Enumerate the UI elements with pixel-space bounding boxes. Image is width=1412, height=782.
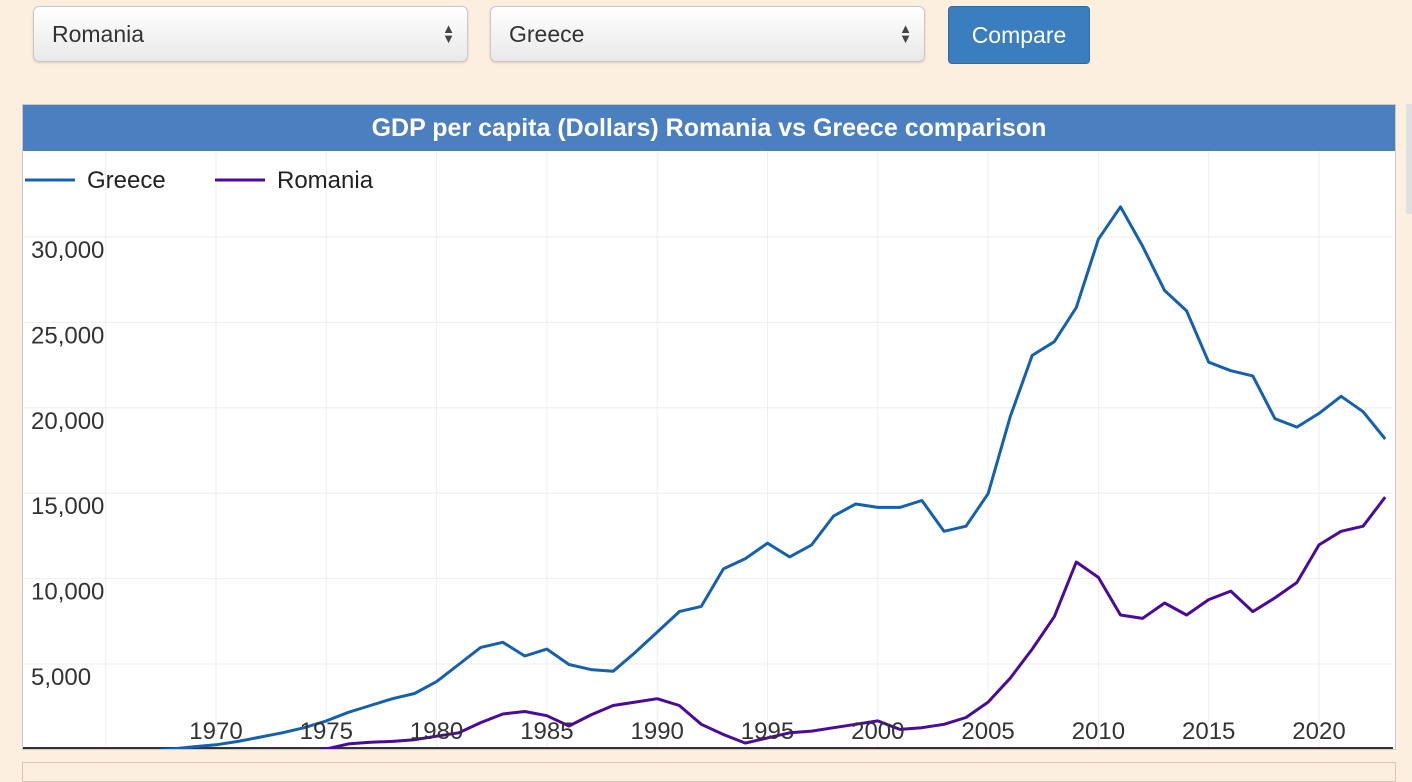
select-arrows-icon: ▲ ▼ (899, 21, 912, 46)
x-tick-label: 2020 (1292, 718, 1345, 745)
x-tick-label: 1995 (741, 718, 794, 745)
x-tick-label: 2015 (1182, 718, 1235, 745)
country1-value: Romania (52, 20, 145, 47)
compare-button[interactable]: Compare (948, 6, 1090, 64)
y-tick-label: 30,000 (31, 237, 104, 264)
legend-label-romania: Romania (277, 167, 374, 194)
y-tick-label: 15,000 (31, 493, 104, 520)
x-tick-label: 2005 (961, 718, 1014, 745)
legend-label-greece: Greece (87, 167, 166, 194)
chart-title: GDP per capita (Dollars) Romania vs Gree… (23, 105, 1395, 151)
x-tick-label: 1985 (520, 718, 573, 745)
x-tick-label: 1975 (300, 718, 353, 745)
country2-value: Greece (509, 20, 585, 47)
country2-select[interactable]: Greece ▲ ▼ (490, 6, 925, 62)
y-tick-label: 10,000 (31, 579, 104, 606)
chart-panel: 5,000 10,000 15,000 20,000 25,000 30,000 1970 1… (22, 104, 1396, 750)
x-tick-label: 2000 (851, 718, 904, 745)
country1-select[interactable]: Romania ▲ ▼ (33, 6, 468, 62)
y-tick-label: 25,000 (31, 322, 104, 349)
next-panel (22, 762, 1396, 782)
page-scrollbar[interactable] (1406, 104, 1412, 214)
series-line-greece (157, 205, 1387, 749)
y-tick-label: 20,000 (31, 408, 104, 435)
x-tick-label: 1970 (189, 718, 242, 745)
series-line-romania (318, 496, 1387, 749)
x-tick-label: 1980 (410, 718, 463, 745)
y-tick-label: 5,000 (31, 664, 91, 691)
x-tick-label: 1990 (631, 718, 684, 745)
x-tick-label: 2010 (1072, 718, 1125, 745)
chart-canvas: 5,000 10,000 15,000 20,000 25,000 30,000 1970 1… (23, 151, 1393, 749)
select-arrows-icon: ▲ ▼ (442, 21, 455, 46)
